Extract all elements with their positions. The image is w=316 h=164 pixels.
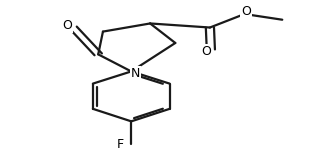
Text: O: O: [201, 45, 211, 58]
Text: F: F: [116, 138, 123, 151]
Text: O: O: [63, 19, 72, 32]
Text: N: N: [131, 67, 140, 80]
Text: O: O: [241, 5, 251, 18]
